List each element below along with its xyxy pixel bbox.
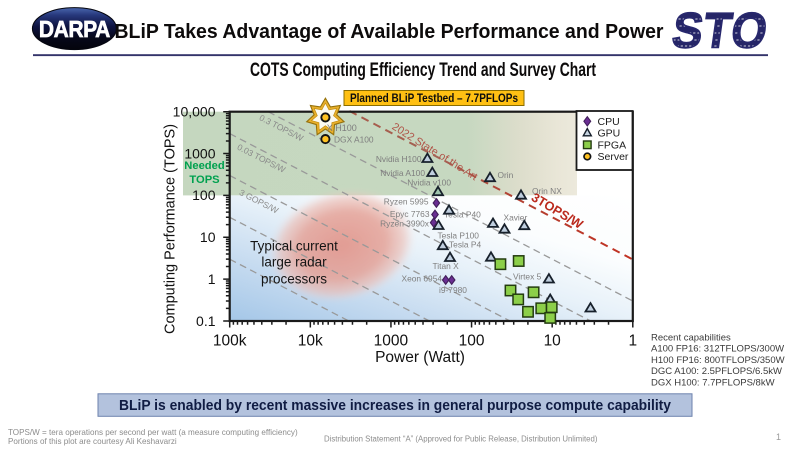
svg-text:10: 10 (544, 333, 562, 350)
svg-text:100: 100 (459, 333, 485, 350)
svg-text:Distribution Statement “A” (Ap: Distribution Statement “A” (Approved for… (324, 435, 598, 444)
svg-text:processors: processors (261, 272, 327, 287)
svg-text:1: 1 (208, 271, 216, 287)
svg-text:1000: 1000 (184, 145, 215, 161)
svg-text:100k: 100k (213, 333, 247, 350)
svg-text:10,000: 10,000 (173, 104, 216, 120)
svg-text:Recent capabilities: Recent capabilities (651, 333, 731, 344)
svg-text:Orin NX: Orin NX (532, 186, 562, 196)
svg-text:BLiP is enabled by recent mass: BLiP is enabled by recent massive increa… (119, 398, 671, 414)
svg-text:large radar: large radar (261, 255, 327, 270)
svg-text:i9-7980: i9-7980 (439, 285, 467, 295)
svg-text:Nvidia A100: Nvidia A100 (380, 168, 425, 178)
svg-text:DGC A100: 2.5PFLOPS/6.5kW: DGC A100: 2.5PFLOPS/6.5kW (651, 366, 782, 377)
svg-text:Tesla P4: Tesla P4 (449, 240, 481, 250)
svg-text:Orin: Orin (498, 170, 514, 180)
svg-text:Power (Watt): Power (Watt) (375, 349, 465, 366)
svg-text:Ryzen 3990x: Ryzen 3990x (380, 219, 430, 229)
svg-text:Titan X: Titan X (433, 261, 460, 271)
svg-text:BLiP Takes Advantage of Availa: BLiP Takes Advantage of Available Perfor… (115, 20, 664, 43)
svg-text:TOPS/W = tera operations per s: TOPS/W = tera operations per second per … (8, 428, 298, 437)
svg-text:Needed: Needed (184, 160, 225, 172)
svg-text:100: 100 (192, 187, 216, 203)
svg-text:FPGA: FPGA (598, 139, 627, 151)
svg-text:Virtex 5: Virtex 5 (513, 272, 542, 282)
svg-text:Server: Server (598, 151, 629, 163)
svg-text:10k: 10k (298, 333, 323, 350)
svg-text:1: 1 (628, 333, 637, 350)
svg-text:Portions of this plot are cour: Portions of this plot are courtesy Ali K… (8, 437, 177, 446)
svg-text:1: 1 (776, 432, 781, 442)
svg-text:STO: STO (669, 3, 772, 59)
svg-text:Tesla P100: Tesla P100 (438, 231, 480, 241)
svg-text:X H100: X H100 (327, 123, 357, 133)
svg-text:TOPS: TOPS (189, 174, 220, 186)
svg-text:Computing Performance (TOPS): Computing Performance (TOPS) (163, 124, 179, 334)
svg-text:10: 10 (200, 229, 216, 245)
svg-text:Nvidia v100: Nvidia v100 (407, 178, 451, 188)
svg-text:Xavier: Xavier (504, 213, 528, 223)
svg-text:DGX A100: DGX A100 (334, 135, 374, 145)
svg-text:Tesla P40: Tesla P40 (444, 210, 481, 220)
svg-text:CPU: CPU (598, 116, 620, 128)
svg-text:A100 FP16: 312TFLOPS/300W: A100 FP16: 312TFLOPS/300W (651, 344, 784, 355)
svg-text:Epyc 7763: Epyc 7763 (390, 209, 430, 219)
svg-text:Planned BLiP Testbed – 7.7PFLO: Planned BLiP Testbed – 7.7PFLOPs (350, 93, 518, 105)
svg-text:Ryzen 5995: Ryzen 5995 (384, 197, 429, 207)
svg-text:Typical current: Typical current (250, 239, 338, 254)
svg-text:DGX H100: 7.7PFLOPS/8kW: DGX H100: 7.7PFLOPS/8kW (651, 377, 775, 388)
svg-text:Xeon 6954: Xeon 6954 (402, 274, 443, 284)
svg-text:0.1: 0.1 (196, 313, 216, 329)
svg-text:GPU: GPU (598, 128, 621, 140)
svg-text:H100 FP16: 800TFLOPS/350W: H100 FP16: 800TFLOPS/350W (651, 355, 785, 366)
svg-text:DARPA: DARPA (39, 16, 110, 42)
svg-text:1000: 1000 (374, 333, 409, 350)
svg-text:COTS Computing Efficiency Tr: COTS Computing Efficiency Trend and Surv… (250, 59, 596, 81)
svg-text:Nvidia H100: Nvidia H100 (376, 154, 422, 164)
